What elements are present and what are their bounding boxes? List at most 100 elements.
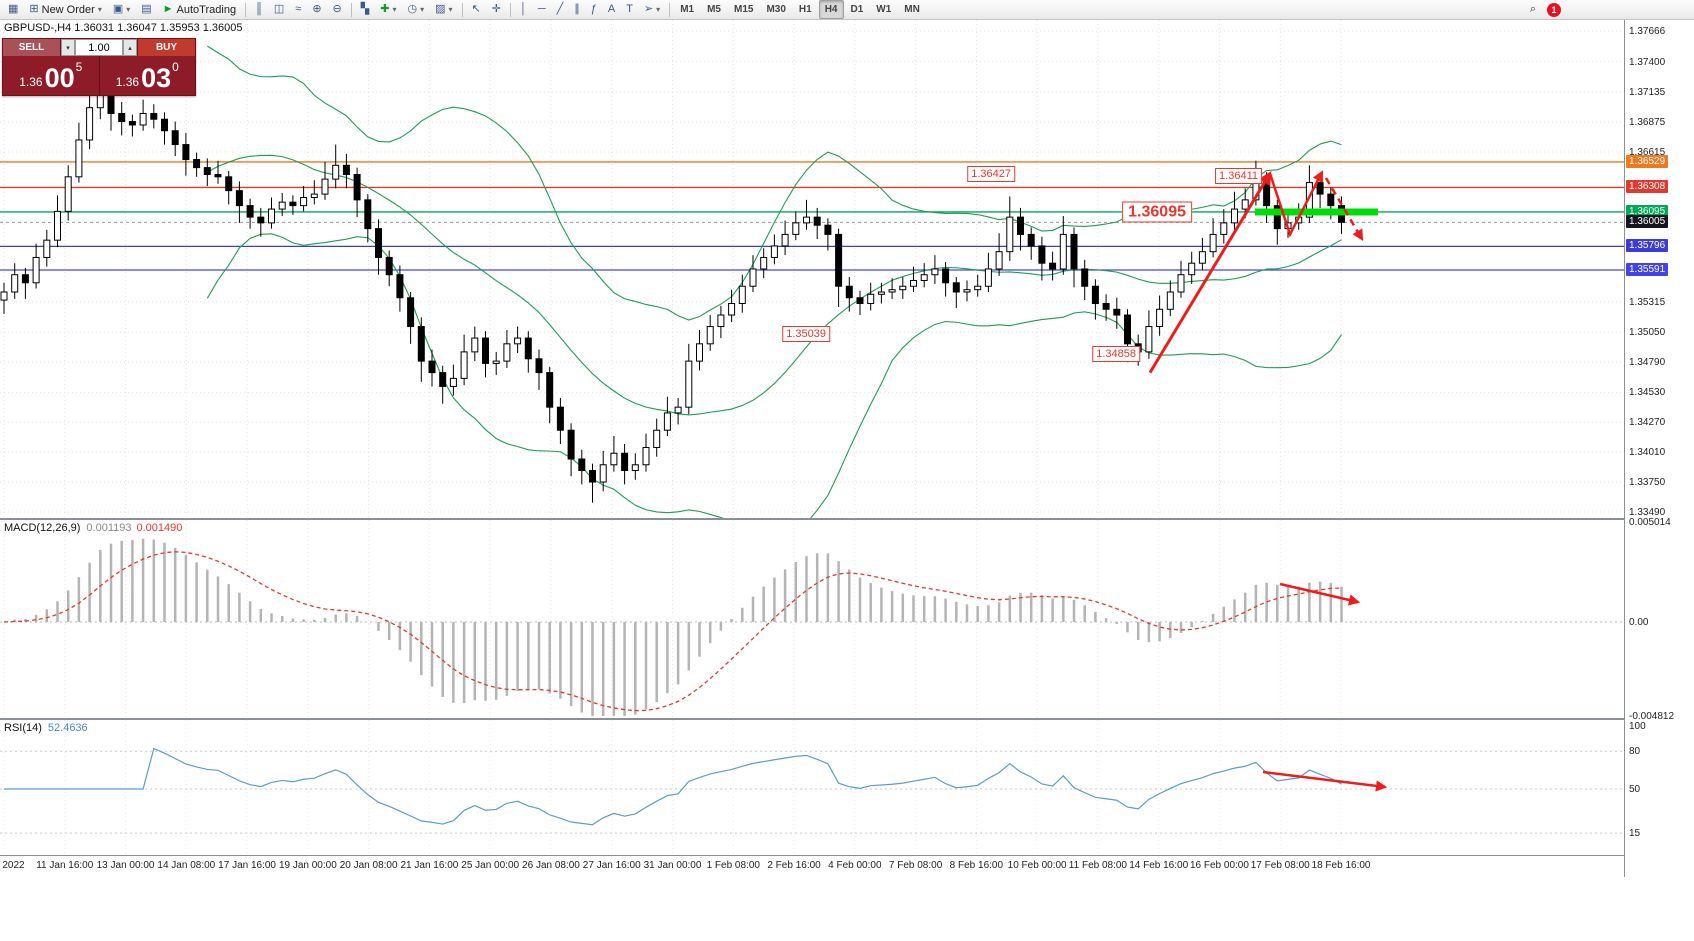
time-axis-label: 25 Jan 00:00 (461, 860, 520, 871)
vertical-line-button[interactable]: │ (515, 0, 532, 19)
price-callout[interactable]: 1.36411 (1215, 167, 1262, 184)
timeframe-w1-button[interactable]: W1 (876, 4, 892, 15)
timeframe-m5-button[interactable]: M5 (707, 4, 721, 15)
rsi-canvas[interactable] (0, 720, 1624, 855)
crosshair-button[interactable]: ✛ (487, 0, 506, 19)
price-axis-label: 1.34530 (1629, 387, 1666, 399)
clock-icon: ◷ (407, 3, 418, 15)
trendline-button[interactable]: ╱ (552, 0, 569, 19)
sell-price[interactable]: 1.36 00 5 (3, 56, 99, 95)
main-chart-canvas[interactable] (0, 20, 1624, 518)
autotrading-button[interactable]: ► AutoTrading (158, 0, 241, 19)
new-order-button[interactable]: ⊞ New Order ▾ (24, 0, 106, 19)
bollinger-middle (207, 154, 1342, 416)
panel-separator[interactable] (0, 518, 1694, 520)
dropdown-caret-icon: ▾ (392, 5, 397, 14)
new-order-button-label: New Order (41, 3, 95, 16)
channel-button[interactable]: ∥ (569, 0, 585, 19)
timeframe-h4-button[interactable]: H4 (818, 0, 844, 19)
fibonacci-button[interactable]: ƒ (586, 0, 602, 19)
label-button[interactable]: T (621, 0, 638, 19)
timeframe-m1-button[interactable]: M1 (680, 4, 695, 15)
time-axis-label: 8 Feb 16:00 (949, 860, 1004, 871)
time-axis-label: 2 Feb 16:00 (767, 860, 821, 871)
macd-label: MACD(12,26,9) 0.001193 0.001490 (4, 522, 182, 534)
price-axis-label: 1.33490 (1629, 506, 1666, 518)
dropdown-caret-icon: ▾ (126, 5, 131, 14)
macd-canvas[interactable] (0, 520, 1624, 718)
timeframe-m15-button[interactable]: M15 (734, 4, 754, 15)
timeframe-h1-button[interactable]: H1 (798, 4, 812, 15)
new-order-icon: ⊞ (29, 3, 39, 15)
buy-button[interactable]: BUY (137, 39, 195, 56)
time-axis-label: Jan 2022 (0, 860, 25, 871)
volume-input[interactable] (75, 39, 123, 56)
volume-decrease-button[interactable]: ▾ (61, 39, 75, 56)
timeframe-m30-button[interactable]: M30 (766, 4, 786, 15)
templates-button[interactable]: ▨ ▾ (430, 0, 457, 19)
main-chart-panel[interactable]: GBPUSD-,H4 1.36031 1.36047 1.35953 1.360… (0, 20, 1624, 518)
profiles-button[interactable]: ▤ (136, 0, 156, 19)
time-axis-label: 20 Jan 08:00 (339, 860, 398, 871)
charts-toolbar-button[interactable]: ▣ ▾ (108, 0, 135, 19)
app-icon-button[interactable]: ▦ (3, 0, 23, 19)
price-callout[interactable]: 1.35039 (782, 325, 830, 342)
horizontal-line-button[interactable]: ─ (533, 0, 551, 19)
rsi-axis-label: 15 (1629, 828, 1641, 840)
macd-panel[interactable]: MACD(12,26,9) 0.001193 0.001490 (0, 520, 1624, 718)
macd-signal-line (3, 551, 1342, 712)
search-button[interactable]: ⌕ (1529, 3, 1536, 15)
rsi-axis-label: 100 (1629, 721, 1646, 732)
rsi-axis-label: 50 (1629, 784, 1641, 795)
trend-arrow (1148, 171, 1272, 374)
toolbar-separator (509, 2, 511, 17)
price-callout[interactable]: 1.36427 (967, 165, 1015, 182)
rsi-axis-label: 80 (1629, 746, 1641, 758)
macd-name: MACD(12,26,9) (4, 522, 81, 534)
price-axis-label: 1.36875 (1629, 117, 1666, 129)
tile-windows-button[interactable]: ▚ (356, 0, 374, 19)
sell-button[interactable]: SELL (3, 39, 61, 56)
timeframe-d1-button[interactable]: D1 (850, 4, 864, 15)
zoom-out-button[interactable]: ⊖ (328, 0, 347, 19)
text-icon: A (607, 3, 616, 15)
periods-button[interactable]: ◷ ▾ (402, 0, 429, 19)
rsi-panel[interactable]: RSI(14) 52.4636 (0, 720, 1624, 855)
zoom-in-button[interactable]: ⊕ (307, 0, 326, 19)
volume-increase-button[interactable]: ▴ (123, 39, 137, 56)
price-line-label: 1.36308 (1626, 180, 1669, 194)
text-button[interactable]: A (603, 0, 620, 19)
indicators-button[interactable]: ✚ ▾ (375, 0, 401, 19)
price-axis-label: 1.36615 (1629, 147, 1666, 159)
horizontal-line-icon: ─ (537, 3, 546, 15)
candlestick-chart-button[interactable]: ◫ (269, 0, 289, 19)
sell-price-big: 00 (44, 63, 75, 93)
vertical-line-icon: │ (519, 3, 527, 15)
timeframe-mn-button[interactable]: MN (904, 4, 920, 15)
dropdown-caret-icon: ▾ (656, 5, 661, 14)
price-line-label: 1.35796 (1626, 239, 1669, 253)
time-axis-label: 13 Jan 00:00 (96, 860, 155, 871)
line-chart-button[interactable]: ≈ (290, 0, 306, 19)
macd-signal-value: 0.001490 (136, 522, 183, 534)
notification-badge[interactable]: 1 (1547, 2, 1561, 17)
macd-axis-label: 0.00 (1629, 617, 1649, 628)
price-callout[interactable]: 1.34858 (1092, 346, 1140, 363)
play-icon: ► (162, 3, 174, 15)
line-chart-icon: ≈ (295, 3, 302, 15)
bar-chart-button[interactable]: ║ (250, 0, 268, 19)
cursor-button[interactable]: ↖ (467, 0, 486, 19)
chart-app-icon: ▦ (8, 3, 19, 15)
trend-arrow (1268, 170, 1324, 238)
price-callout[interactable]: 1.36095 (1122, 201, 1192, 223)
buy-price[interactable]: 1.36 03 0 (100, 56, 196, 95)
fibonacci-icon: ƒ (590, 3, 597, 15)
channel-icon: ∥ (574, 3, 580, 15)
trendline-icon: ╱ (556, 3, 564, 15)
price-axis-label: 1.37135 (1629, 87, 1666, 99)
profiles-icon: ▤ (141, 3, 152, 15)
shapes-button[interactable]: ➢ ▾ (639, 0, 665, 19)
rsi-value: 52.4636 (47, 722, 88, 734)
rsi-label: RSI(14) 52.4636 (4, 722, 88, 734)
panel-separator[interactable] (0, 718, 1694, 720)
